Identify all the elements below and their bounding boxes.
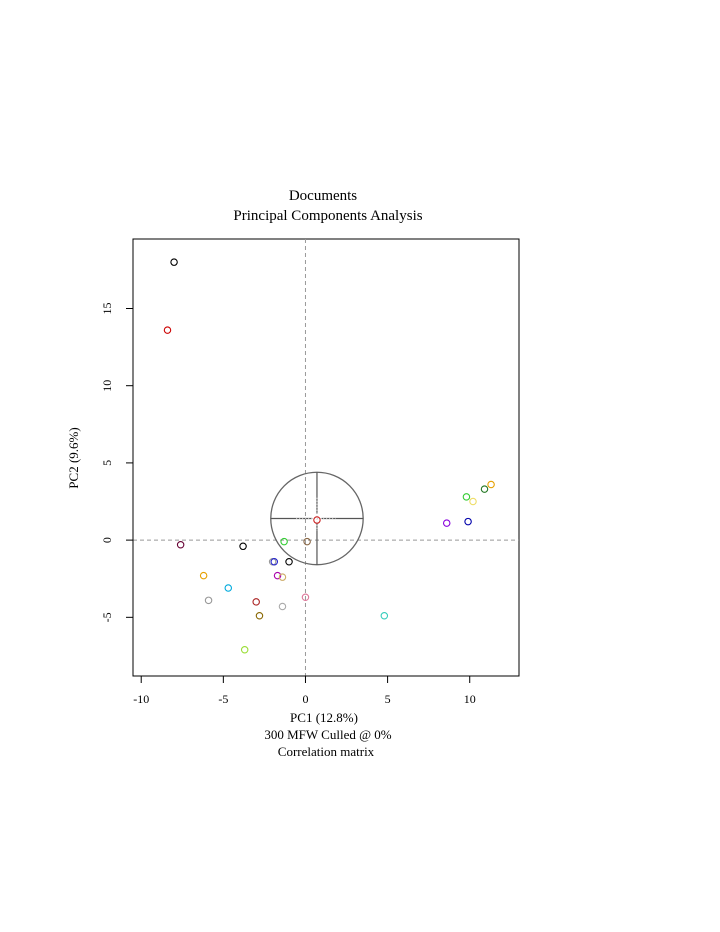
- x-axis: -10 -5 0 5 10: [133, 675, 476, 706]
- data-point-21: [442, 519, 451, 527]
- data-point-2: [176, 540, 185, 549]
- data-point-1: [163, 326, 172, 334]
- data-point-6: [204, 596, 213, 605]
- data-point-16: [278, 602, 287, 611]
- data-point-9: [240, 645, 249, 654]
- x-tick-label-0: -10: [133, 692, 149, 706]
- data-point-13: [273, 571, 282, 580]
- y-tick-label-2: 5: [100, 460, 114, 466]
- data-point-11: [270, 557, 279, 566]
- data-point-24: [469, 497, 477, 506]
- reference-lines: [133, 239, 519, 676]
- data-point-7: [252, 598, 260, 606]
- data-points: [163, 258, 495, 654]
- x-tick-label-2: 0: [302, 692, 308, 706]
- y-tick-label-1: 0: [100, 537, 114, 543]
- data-point-14: [278, 573, 287, 581]
- x-tick-label-3: 5: [385, 692, 391, 706]
- data-point-26: [487, 480, 495, 489]
- data-point-19: [313, 516, 321, 524]
- y-tick-label-4: 15: [100, 302, 114, 314]
- x-tick-label-4: 10: [464, 692, 476, 706]
- y-axis-label: PC2 (9.6%): [66, 427, 81, 488]
- data-point-12: [285, 557, 293, 566]
- loadings-circle-layer: [270, 471, 364, 566]
- data-point-22: [464, 517, 472, 526]
- y-tick-label-3: 10: [100, 380, 114, 392]
- data-point-25: [480, 485, 489, 493]
- data-point-18: [303, 537, 311, 546]
- x-axis-sublabel-mfw: 300 MFW Culled @ 0%: [264, 727, 391, 742]
- x-axis-sublabel-matrix: Correlation matrix: [278, 744, 375, 759]
- data-point-5: [224, 584, 233, 592]
- data-point-17: [301, 593, 310, 601]
- data-point-0: [170, 258, 178, 266]
- data-point-8: [255, 612, 264, 620]
- x-axis-label: PC1 (12.8%): [290, 710, 358, 725]
- y-tick-label-0: -5: [100, 612, 114, 622]
- plot-frame: [132, 238, 520, 677]
- data-point-15: [280, 537, 288, 546]
- chart-title: Documents: [289, 188, 357, 204]
- chart-subtitle: Principal Components Analysis: [233, 208, 422, 224]
- data-point-23: [462, 493, 471, 501]
- y-axis: -5 0 5 10 15: [100, 302, 134, 622]
- data-point-20: [380, 612, 389, 620]
- data-point-3: [239, 542, 247, 551]
- data-point-4: [199, 571, 208, 580]
- x-tick-label-1: -5: [218, 692, 228, 706]
